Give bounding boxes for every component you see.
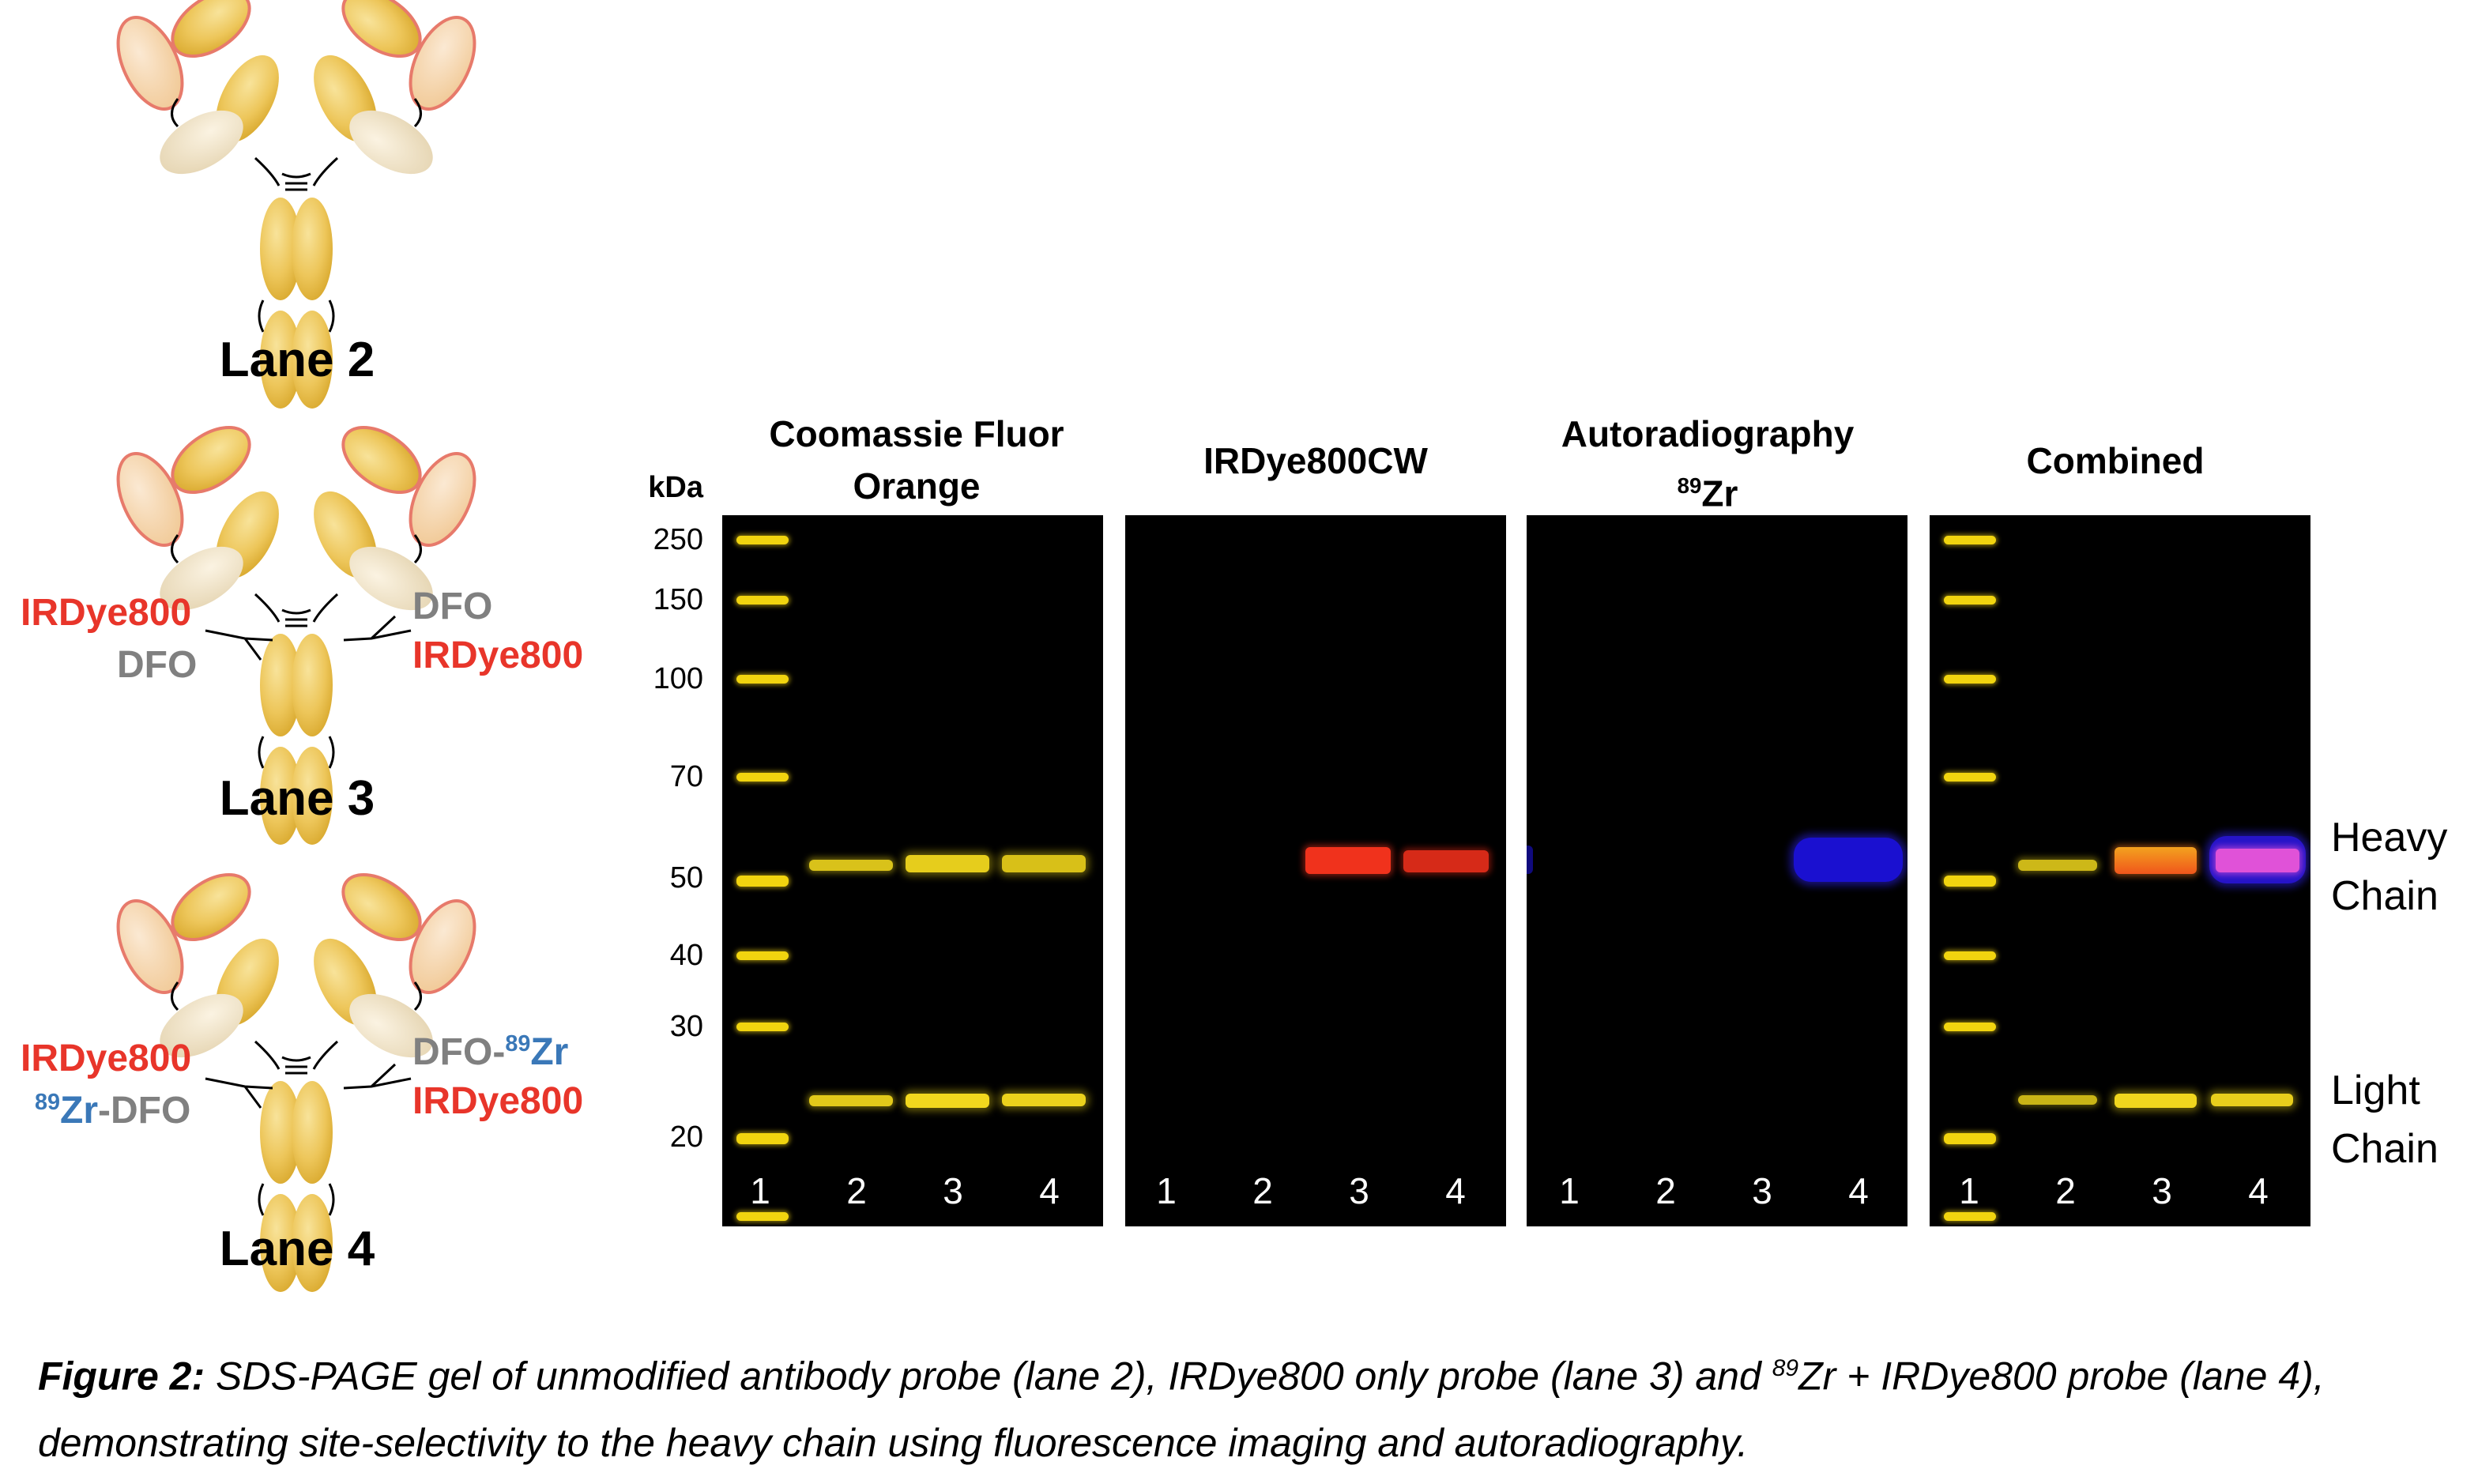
irdye-band-lane4 (1403, 850, 1489, 872)
lane-number: 3 (2152, 1170, 2172, 1211)
panel-autorad-title: Autoradiography 89Zr (1561, 413, 1855, 514)
panel-combined-title: Combined (2026, 440, 2205, 481)
lane-2-title: Lane 2 (219, 333, 375, 387)
lane-number: 1 (1959, 1170, 1979, 1211)
marker-band (1944, 596, 1996, 605)
lane4-left-zr-dfo-label: 89Zr-DFO (35, 1090, 191, 1132)
marker-band (736, 951, 789, 960)
lane-number: 2 (2055, 1170, 2076, 1211)
marker-band (736, 876, 789, 887)
lane3-left-irdye-label: IRDye800 (21, 592, 192, 634)
lane-number: 1 (1156, 1170, 1177, 1211)
marker-band (736, 1212, 789, 1221)
gel-combined: 1 2 3 4 (1930, 515, 2310, 1226)
marker-band (736, 1133, 789, 1144)
heavy-chain-band-lane2 (809, 860, 893, 871)
lane-number: 4 (2248, 1170, 2269, 1211)
lane3-left-dfo-label: DFO (117, 644, 198, 686)
caption-label: Figure 2: (38, 1354, 205, 1399)
marker-band (736, 1023, 789, 1031)
lane4-right-dfo-zr-label: DFO-89Zr (412, 1031, 569, 1073)
lane4-right-irdye-label: IRDye800 (412, 1080, 584, 1122)
light-chain-band-lane3 (906, 1094, 989, 1108)
lane-4-title: Lane 4 (219, 1222, 375, 1276)
marker-band (736, 675, 789, 684)
lane-number: 3 (1349, 1170, 1369, 1211)
gel-coomassie: 1 2 3 4 (722, 515, 1103, 1226)
panel-irdye-title: IRDye800CW (1203, 440, 1428, 481)
kda-tick-40: 40 (669, 939, 703, 972)
lane-number: 2 (846, 1170, 867, 1211)
lane-number: 1 (750, 1170, 770, 1211)
kda-tick-50: 50 (669, 861, 703, 895)
heavy-chain-label-line2: Chain (2331, 873, 2438, 919)
lane4-left-irdye-label: IRDye800 (21, 1038, 192, 1079)
kda-tick-150: 150 (653, 583, 703, 616)
marker-band (736, 773, 789, 782)
light-chain-band-lane2 (809, 1095, 893, 1106)
lane-number: 3 (1752, 1170, 1772, 1211)
kda-tick-70: 70 (669, 760, 703, 793)
irdye-band-lane3 (1305, 847, 1391, 874)
light-chain-label-line1: Light (2331, 1068, 2420, 1113)
lane-number: 4 (1445, 1170, 1466, 1211)
lane-number: 1 (1559, 1170, 1580, 1211)
marker-band (1944, 1023, 1996, 1031)
combined-light-band-lane2 (2018, 1095, 2097, 1105)
antibody-schematics (103, 0, 490, 1294)
kda-tick-250: 250 (653, 523, 703, 556)
marker-band (1944, 675, 1996, 684)
kda-header: kDa (648, 471, 703, 504)
marker-band (736, 536, 789, 544)
kda-tick-30: 30 (669, 1010, 703, 1043)
lane3-right-irdye-label: IRDye800 (412, 635, 584, 676)
heavy-chain-band-lane4 (1002, 855, 1086, 872)
heavy-chain-label-line1: Heavy (2331, 815, 2448, 861)
lane-number: 4 (1848, 1170, 1869, 1211)
autorad-band-lane4 (1794, 838, 1903, 882)
combined-light-band-lane4 (2211, 1094, 2293, 1106)
light-chain-band-lane4 (1002, 1094, 1086, 1106)
kda-tick-20: 20 (669, 1121, 703, 1154)
heavy-chain-band-lane3 (906, 855, 989, 872)
gel-autoradiography: 1 2 3 4 (1527, 515, 1907, 1226)
figure-caption: Figure 2: SDS-PAGE gel of unmodified ant… (38, 1354, 2325, 1465)
marker-band (1944, 536, 1996, 544)
marker-band (1944, 951, 1996, 960)
lane-3-title: Lane 3 (219, 771, 375, 826)
combined-light-band-lane3 (2115, 1094, 2197, 1108)
kda-tick-100: 100 (653, 662, 703, 695)
marker-band (1944, 1212, 1996, 1221)
gel-irdye800: 1 2 3 4 (1125, 515, 1506, 1226)
lane-number: 2 (1655, 1170, 1676, 1211)
lane-number: 3 (943, 1170, 963, 1211)
panel-coomassie-title: Coomassie Fluor Orange (769, 413, 1064, 507)
lane3-right-dfo-label: DFO (412, 586, 493, 627)
autorad-edge-band (1527, 846, 1533, 874)
combined-heavy-band-lane4 (2216, 849, 2299, 872)
lane-number: 4 (1039, 1170, 1060, 1211)
combined-heavy-band-lane2 (2018, 860, 2097, 871)
light-chain-label-line2: Chain (2331, 1126, 2438, 1172)
marker-band (1944, 876, 1996, 887)
marker-band (1944, 773, 1996, 782)
marker-band (1944, 1133, 1996, 1144)
combined-heavy-band-lane3 (2115, 847, 2197, 874)
lane-number: 2 (1252, 1170, 1273, 1211)
marker-band (736, 596, 789, 605)
